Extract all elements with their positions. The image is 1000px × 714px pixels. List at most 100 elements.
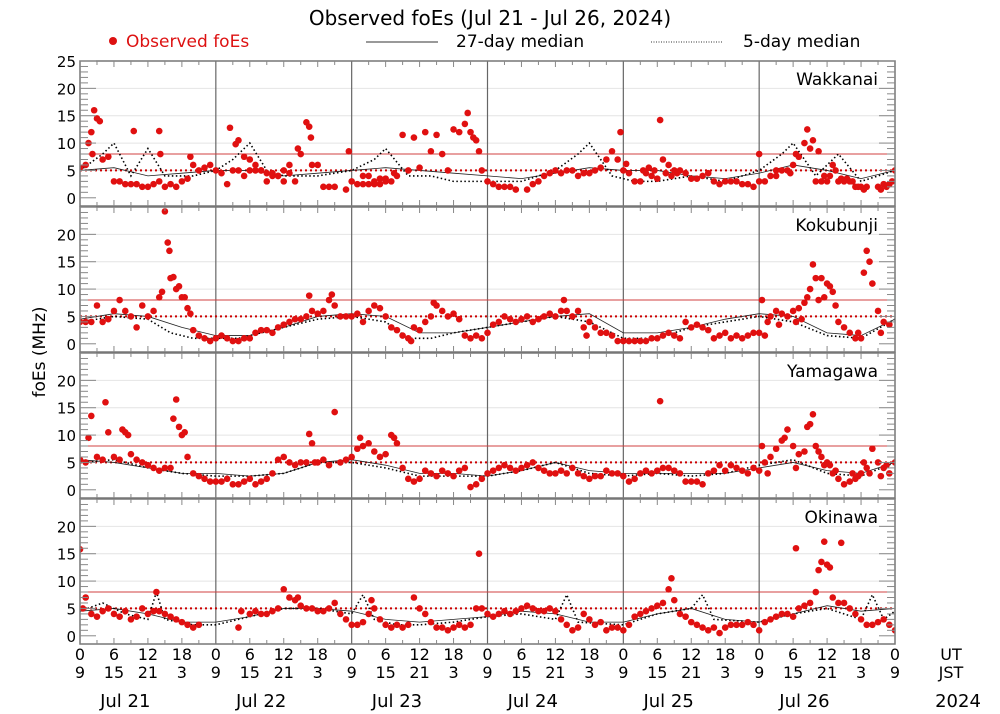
observed-point [201,164,208,171]
observed-point [789,161,797,169]
observed-point [495,610,503,618]
observed-point [274,456,282,463]
observed-point [280,453,288,461]
observed-point [560,296,568,304]
observed-point [133,180,140,188]
observed-point [348,313,355,320]
observed-point [506,315,514,323]
observed-point [138,302,146,309]
observed-point [563,621,571,629]
observed-point [699,172,706,180]
observed-point [495,318,503,326]
observed-point [252,607,259,615]
observed-point [404,621,412,629]
observed-point [184,175,191,182]
observed-point [438,150,446,158]
observed-point [778,167,786,174]
observed-point [89,150,96,158]
station-label: Wakkanai [796,70,878,90]
observed-point [166,247,173,255]
observed-point [472,481,480,488]
observed-point [150,607,157,615]
observed-point [642,607,650,615]
observed-point [189,161,197,169]
observed-point [337,459,344,466]
observed-point [325,296,333,304]
observed-point [305,430,313,438]
observed-point [557,169,565,177]
observed-point [501,313,508,320]
observed-point [218,478,225,485]
observed-point [820,461,828,469]
observed-point [512,607,520,615]
observed-point [328,291,336,298]
observed-point [175,283,183,290]
observed-point [840,481,848,488]
observed-point [803,126,811,133]
observed-point [314,310,322,317]
observed-point [450,472,457,480]
observed-point [337,610,344,618]
observed-point [506,610,514,618]
panel-wakkanai: 0 5 10 15 20 25 Wakkanai [57,53,896,208]
observed-point [699,324,706,331]
ut-tick-label: 6 [245,645,255,664]
observed-point [164,239,172,246]
observed-point [155,127,163,135]
observed-point [586,169,593,177]
observed-point [506,183,514,191]
observed-point [356,434,364,442]
observed-point [371,448,378,455]
observed-point [852,335,859,342]
observed-point [235,137,242,144]
observed-point [472,605,480,612]
observed-point [252,481,259,488]
observed-point [569,464,576,472]
observed-point [789,442,797,450]
jst-tick-label: 9 [754,663,764,682]
observed-point [738,621,746,629]
observed-point [212,478,220,485]
observed-point [880,318,887,326]
observed-point [240,153,248,161]
y-tick-label: 25 [57,53,76,71]
observed-point [716,629,723,637]
observed-point [608,147,616,155]
observed-point [761,459,769,466]
panel-kokubunji: 0 5 10 15 20 Kokubunji [57,206,896,354]
observed-point [99,456,106,463]
observed-point [167,180,174,188]
observed-point [455,621,463,629]
observed-point [693,321,701,328]
observed-point [155,178,163,185]
observed-point [444,470,452,477]
observed-point [371,302,378,309]
observed-point [127,450,135,458]
observed-point [563,307,571,315]
observed-point [337,313,344,320]
observed-point [427,313,435,320]
observed-point [846,605,854,612]
ut-tick-label: 6 [109,645,119,664]
observed-point [815,448,822,455]
observed-point [365,307,372,315]
observed-point [325,461,333,469]
observed-point [648,470,655,477]
observed-point [648,605,655,612]
observed-point [410,594,418,601]
observed-point [552,313,559,320]
y-tick-label: 20 [57,80,76,98]
observed-point [883,183,890,191]
observed-point [529,318,537,326]
observed-point [597,618,604,626]
observed-point [93,302,101,309]
observed-point [150,180,157,188]
observed-point [93,613,101,620]
observed-point [257,167,265,174]
day-label: Jul 22 [235,691,286,712]
observed-point [80,164,84,171]
observed-point [218,332,225,339]
observed-point [693,175,701,182]
observed-point [138,183,146,191]
observed-point [478,605,486,612]
